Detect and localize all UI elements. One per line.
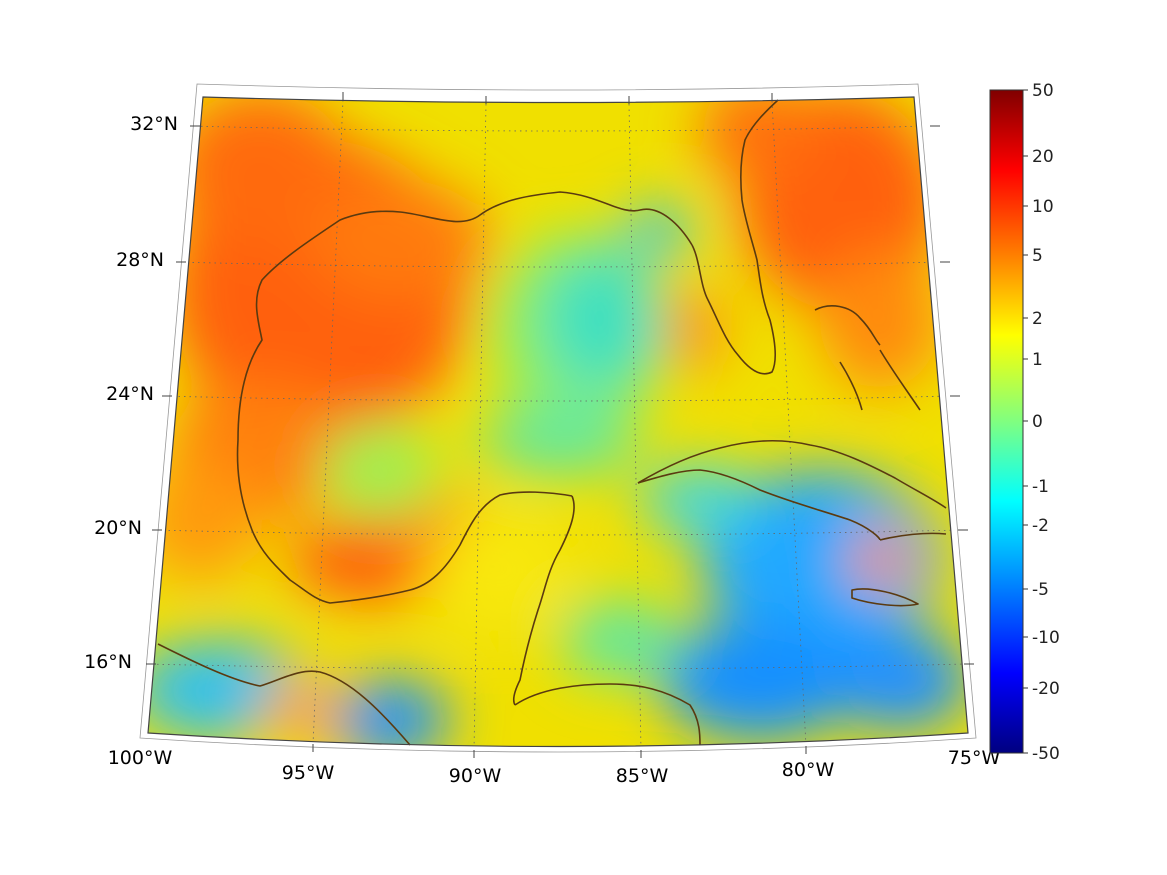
colorbar-tick-label: -5	[1032, 580, 1049, 600]
colorbar-tick-label: -50	[1032, 744, 1060, 764]
map-frame	[139, 83, 977, 753]
lon-label-90w: 90°W	[449, 765, 502, 787]
latitude-labels: 32°N 28°N 24°N 20°N 16°N	[84, 113, 178, 673]
lon-label-95w: 95°W	[282, 762, 335, 784]
lon-label-100w: 100°W	[108, 747, 173, 769]
lat-label-32: 32°N	[130, 113, 178, 135]
colorbar-tick-label: 2	[1032, 309, 1043, 329]
colorbar-tick-label: 0	[1032, 412, 1043, 432]
colorbar-tick-label: 10	[1032, 197, 1054, 217]
colorbar-tick-label: 50	[1032, 81, 1054, 101]
colorbar-tick-label: 20	[1032, 147, 1054, 167]
lat-label-24: 24°N	[106, 383, 154, 405]
lat-label-20: 20°N	[94, 517, 142, 539]
frame-ticks	[146, 92, 974, 758]
colorbar: 50 20 10 5 2 1 0 -1 -2 -5 -10 -20 -50	[989, 81, 1060, 764]
lat-label-28: 28°N	[116, 249, 164, 271]
coastlines	[157, 99, 947, 746]
lon-label-80w: 80°W	[782, 759, 835, 781]
graticule	[148, 99, 967, 747]
lon-label-75w: 75°W	[948, 747, 1001, 769]
longitude-labels: 100°W 95°W 90°W 85°W 80°W 75°W	[108, 747, 1001, 787]
colorbar-gradient	[989, 89, 1024, 754]
colorbar-tick-label: -2	[1032, 516, 1049, 536]
colorbar-tick-label: -20	[1032, 679, 1060, 699]
colorbar-tick-label: -10	[1032, 628, 1060, 648]
colorbar-tick-label: 5	[1032, 246, 1043, 266]
data-field	[148, 97, 968, 747]
lat-label-16: 16°N	[84, 651, 132, 673]
colorbar-tick-label: -1	[1032, 477, 1049, 497]
lon-label-85w: 85°W	[616, 765, 669, 787]
colorbar-tick-label: 1	[1032, 350, 1043, 370]
